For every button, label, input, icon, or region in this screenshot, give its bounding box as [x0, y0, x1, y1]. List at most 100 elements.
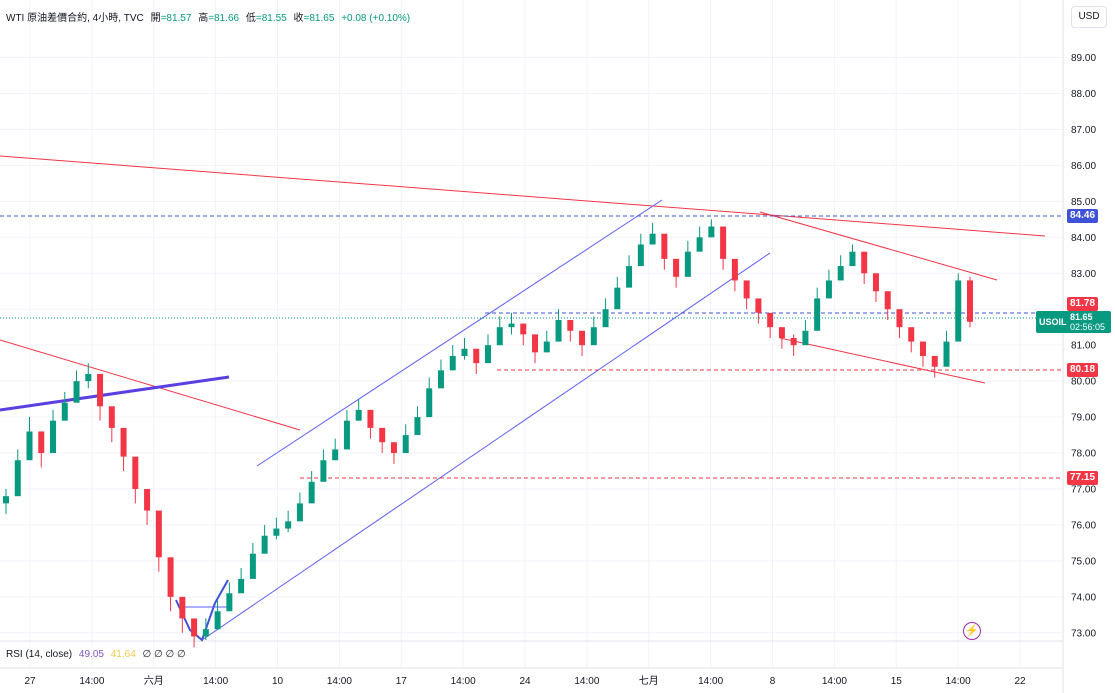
candle-body: [590, 327, 597, 346]
candle-body: [179, 596, 186, 619]
candle-body: [296, 503, 303, 522]
candle-body: [778, 327, 785, 338]
candle-body: [108, 406, 115, 428]
candle-body: [931, 355, 938, 367]
price-tick-label: 76.00: [1071, 520, 1096, 531]
candlestick-series: [3, 219, 973, 648]
low-value: =81.55: [255, 13, 287, 24]
level-77-15-tag: 77.15: [1067, 471, 1099, 485]
candle-body: [308, 481, 315, 504]
candle-body: [449, 355, 456, 371]
time-tick-label: 24: [519, 676, 531, 687]
time-tick-label: 8: [770, 676, 776, 687]
candle-body: [85, 373, 92, 382]
time-tick-label: 14:00: [79, 676, 104, 687]
low-label: 低: [245, 13, 256, 24]
candle-body: [943, 341, 950, 367]
candle-body: [508, 323, 515, 328]
time-tick-label: 10: [272, 676, 284, 687]
candle-body: [567, 320, 574, 331]
candle-body: [908, 327, 915, 342]
candle-body: [390, 442, 397, 454]
candle-body: [520, 323, 527, 335]
candle-body: [684, 251, 691, 277]
support-tag: 80.18: [1067, 363, 1099, 377]
price-tick-label: 88.00: [1071, 89, 1096, 100]
candle-body: [191, 618, 198, 637]
candle-body: [320, 460, 327, 482]
short-red-trendline: [0, 339, 301, 431]
price-tick-label: 77.00: [1071, 484, 1096, 495]
resistance-tag: 84.46: [1067, 209, 1099, 223]
candle-body: [708, 226, 715, 238]
price-tick-label: 80.00: [1071, 377, 1096, 388]
candle-body: [402, 435, 409, 454]
time-tick-label: 14:00: [946, 676, 971, 687]
rsi-value: 49.05: [78, 649, 104, 660]
price-tick-label: 74.00: [1071, 592, 1096, 603]
time-tick-label: 14:00: [203, 676, 228, 687]
candle-body: [355, 409, 362, 421]
price-tick-label: 85.00: [1071, 197, 1096, 208]
candle-body: [696, 237, 703, 252]
candle-body: [437, 370, 444, 389]
candle-body: [872, 273, 879, 292]
candle-body: [50, 420, 57, 454]
candle-body: [743, 280, 750, 299]
candle-body: [861, 251, 868, 274]
lightning-icon[interactable]: ⚡: [963, 622, 981, 640]
red-channel-upper: [759, 211, 998, 281]
symbol-legend: WTI 原油差價合約, 4小時, TVC 開=81.57 高=81.66 低=8…: [6, 9, 410, 24]
candle-body: [790, 337, 797, 346]
candle-body: [226, 593, 233, 612]
candle-body: [814, 298, 821, 331]
candle-body: [720, 226, 727, 259]
candle-body: [273, 528, 280, 536]
rsi-label: RSI (14, close): [6, 649, 73, 660]
candle-body: [649, 233, 656, 245]
price-tick-label: 86.00: [1071, 161, 1096, 172]
candle-body: [426, 388, 433, 418]
candle-body: [896, 309, 903, 328]
candle-body: [3, 496, 9, 504]
price-tick-label: 73.00: [1071, 628, 1096, 639]
candle-body: [379, 427, 386, 443]
candle-body: [661, 233, 668, 259]
candle-body: [919, 341, 926, 356]
candle-body: [26, 431, 33, 461]
candle-body: [849, 251, 856, 267]
currency-button[interactable]: USD: [1071, 6, 1107, 28]
last-price: 81.65: [1070, 312, 1093, 322]
change-value: +0.08 (+0.10%): [341, 13, 411, 24]
candle-body: [261, 535, 268, 554]
time-tick-label: 14:00: [451, 676, 476, 687]
symbol-title: WTI 原油差價合約, 4小時, TVC: [6, 13, 144, 24]
price-tick-label: 83.00: [1071, 269, 1096, 280]
candle-body: [367, 409, 374, 428]
price-tick-label: 78.00: [1071, 449, 1096, 460]
candle-body: [955, 280, 962, 342]
time-tick-label: 14:00: [822, 676, 847, 687]
open-value: =81.57: [160, 13, 192, 24]
grid-lines: [0, 0, 1063, 668]
last-price-box: USOIL 81.65 02:56:05: [1036, 311, 1111, 333]
close-value: =81.65: [303, 13, 335, 24]
candle-body: [155, 510, 162, 558]
time-tick-label: 22: [1014, 676, 1026, 687]
rsi-legend: RSI (14, close) 49.05 41.64 ∅ ∅ ∅ ∅: [6, 649, 186, 660]
candle-body: [626, 266, 633, 288]
candle-body: [249, 553, 256, 579]
candle-body: [967, 280, 973, 322]
time-tick-label: 17: [396, 676, 408, 687]
price-tick-label: 79.00: [1071, 413, 1096, 424]
candle-body: [238, 578, 245, 594]
rsi-ma-value: 41.64: [110, 649, 136, 660]
purple-trendline: [0, 375, 230, 412]
candle-body: [132, 456, 139, 489]
price-tick-label: 84.00: [1071, 233, 1096, 244]
candle-body: [61, 402, 68, 421]
price-tick-label: 87.00: [1071, 125, 1096, 136]
candle-body: [555, 320, 562, 342]
candle-body: [343, 420, 350, 450]
